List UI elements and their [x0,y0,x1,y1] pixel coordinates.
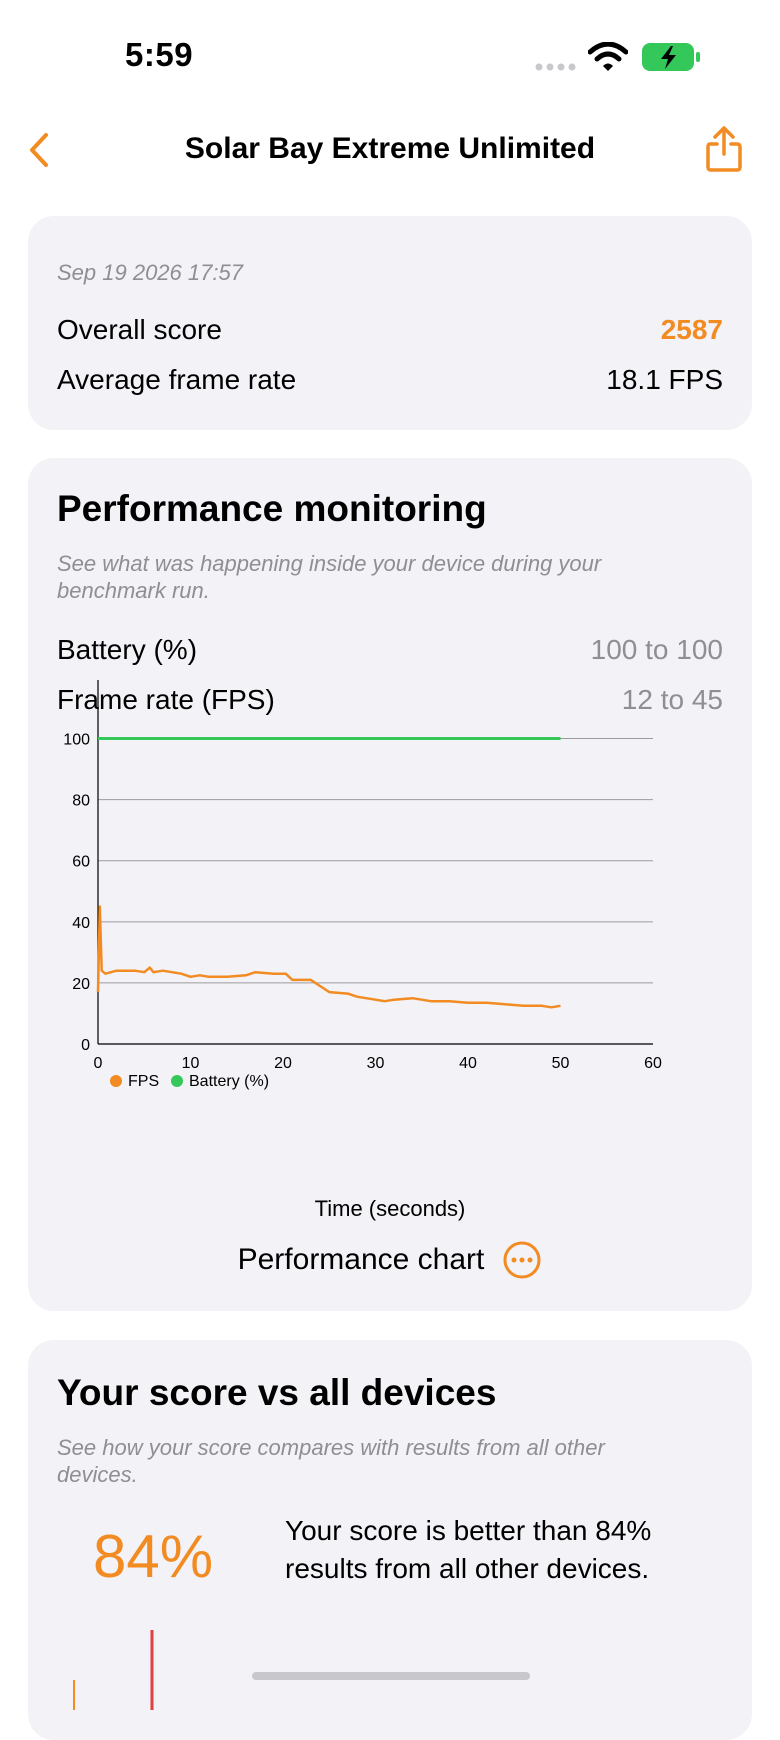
legend-marker-fps [110,1075,122,1087]
share-icon[interactable] [704,124,744,174]
wifi-icon [588,42,628,71]
performance-monitoring-card: Performance monitoring See what was happ… [28,458,752,1311]
x-tick-label: 40 [459,1055,477,1072]
y-tick-label: 100 [63,732,90,749]
cellular-signal-icon [535,63,576,71]
y-tick-label: 20 [72,976,90,993]
status-bar: 5:59 [0,0,780,110]
y-tick-label: 80 [72,793,90,810]
battery-range-value: 100 to 100 [590,634,723,665]
performance-subtitle: See what was happening inside your devic… [57,551,602,603]
percentile-value: 84% [93,1523,214,1590]
average-frame-rate-label: Average frame rate [57,364,297,395]
result-date: Sep 19 2026 17:57 [57,260,243,285]
y-tick-label: 60 [72,854,90,871]
comparison-subtitle: See how your score compares with results… [57,1435,605,1487]
performance-title: Performance monitoring [57,488,487,529]
performance-line-chart: 0 20 40 60 80 100 0 10 20 30 40 50 60 FPS Battery (%) [63,680,662,1090]
comparison-title: Your score vs all devices [57,1372,497,1413]
x-tick-label: 20 [274,1055,292,1072]
y-tick-label: 0 [81,1037,90,1054]
battery-charging-icon [642,43,700,71]
distribution-chart-preview [73,1630,154,1710]
y-tick-label: 40 [72,915,90,932]
page-title: Solar Bay Extreme Unlimited [184,132,596,165]
x-tick-label: 0 [94,1055,103,1072]
performance-chart-label: Performance chart [237,1243,485,1276]
battery-range-row: Battery (%) 100 to 100 [57,634,723,666]
battery-range-label: Battery (%) [57,634,198,665]
fps-range-label: Frame rate (FPS) [57,684,275,715]
x-tick-label: 50 [552,1055,570,1072]
fps-range-value: 12 to 45 [621,684,723,715]
x-tick-label: 30 [367,1055,385,1072]
home-indicator[interactable] [252,1672,530,1680]
average-frame-rate-value: 18.1 FPS [606,364,723,395]
chart-x-axis-title: Time (seconds) [314,1196,466,1221]
performance-chart-button[interactable]: Performance chart [28,1240,752,1280]
score-comparison-card: Your score vs all devices See how your s… [28,1340,752,1740]
back-chevron-icon[interactable] [20,130,60,170]
result-summary-card: Sep 19 2026 17:57 Overall score 2587 Ave… [28,216,752,430]
x-tick-label: 10 [182,1055,200,1072]
overall-score-label: Overall score [57,314,222,345]
x-tick-label: 60 [644,1055,662,1072]
series-line-fps [96,905,561,1009]
average-frame-rate-row: Average frame rate 18.1 FPS [57,364,723,396]
legend-label-battery: Battery (%) [189,1073,269,1090]
legend-marker-battery [171,1075,183,1087]
status-time: 5:59 [125,36,194,73]
fps-range-row: Frame rate (FPS) 12 to 45 [57,684,723,716]
overall-score-value: 2587 [660,314,723,345]
overall-score-row: Overall score 2587 [57,314,723,346]
legend-label-fps: FPS [128,1073,159,1090]
more-options-icon[interactable] [502,1240,542,1280]
percentile-description: Your score is better than 84% results fr… [285,1515,652,1584]
navigation-bar: Solar Bay Extreme Unlimited [0,112,780,188]
